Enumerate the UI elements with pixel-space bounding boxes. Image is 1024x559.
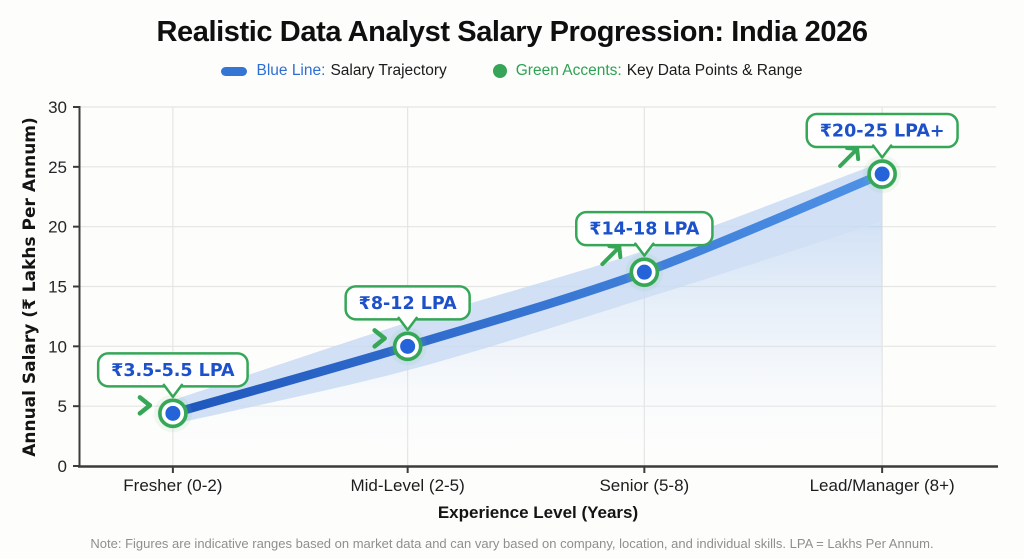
y-tick-label: 30 <box>48 98 67 117</box>
legend-item-blue-line: Blue Line: Salary Trajectory <box>221 62 447 80</box>
x-category-label: Fresher (0-2) <box>123 476 222 495</box>
callout-label: ₹8-12 LPA <box>359 294 457 314</box>
accent-arrow-icon <box>372 328 387 349</box>
salary-range-underglow <box>172 221 883 466</box>
callout-pointer <box>397 316 418 332</box>
x-axis-title: Experience Level (Years) <box>437 503 639 522</box>
callout-label: ₹20-25 LPA+ <box>820 122 945 142</box>
chevron-right-icon <box>372 328 387 349</box>
y-tick-label: 20 <box>48 218 67 237</box>
y-tick-label: 25 <box>48 158 67 177</box>
green-dot-swatch-icon <box>492 64 507 78</box>
y-tick-label: 15 <box>48 278 67 297</box>
legend-green-label: Green Accents: <box>515 62 622 79</box>
chevron-right-icon <box>137 395 153 416</box>
data-point-marker <box>625 253 664 292</box>
marker-dot <box>165 405 181 421</box>
data-point-marker <box>863 155 902 194</box>
legend-blue-label: Blue Line: <box>256 62 326 79</box>
callout-bubble: ₹20-25 LPA+ <box>805 112 959 159</box>
callout-bubble: ₹14-18 LPA <box>575 210 714 257</box>
page-title: Realistic Data Analyst Salary Progressio… <box>156 16 868 48</box>
salary-trajectory-line <box>168 169 887 418</box>
legend-blue-text: Salary Trajectory <box>330 62 447 79</box>
chart-legend: Blue Line: Salary Trajectory Green Accen… <box>0 62 1024 80</box>
callout-label: ₹14-18 LPA <box>589 220 700 240</box>
marker-dot <box>636 264 652 280</box>
x-category-label: Senior (5-8) <box>599 476 689 495</box>
y-tick-label: 5 <box>58 397 67 416</box>
x-category-label: Mid-Level (2-5) <box>350 476 464 495</box>
callout-pointer <box>162 383 184 399</box>
axes <box>73 106 998 473</box>
marker-dot <box>874 166 890 182</box>
y-axis-title: Annual Salary (₹ Lakhs Per Annum) <box>20 117 40 457</box>
y-tick-label: 0 <box>58 457 67 476</box>
footnote: Note: Figures are indicative ranges base… <box>90 536 934 551</box>
callout-pointer <box>871 144 893 159</box>
arrow-up-right-icon <box>838 146 861 169</box>
accent-arrow-icon <box>838 146 861 169</box>
y-tick-label: 10 <box>48 337 67 356</box>
accent-arrow-icon <box>137 395 153 416</box>
callout-pointer <box>634 242 655 257</box>
blue-line-swatch-icon <box>221 66 248 76</box>
legend-green-text: Key Data Points & Range <box>626 62 803 79</box>
callout-label: ₹3.5-5.5 LPA <box>111 361 235 381</box>
callout-bubble: ₹8-12 LPA <box>344 285 471 332</box>
data-point-marker <box>388 327 427 366</box>
x-category-label: Lead/Manager (8+) <box>810 476 955 495</box>
callout-bubble: ₹3.5-5.5 LPA <box>96 352 249 399</box>
data-point-marker <box>153 394 192 433</box>
marker-dot <box>400 338 416 354</box>
legend-item-green-accents: Green Accents: Key Data Points & Range <box>492 62 803 80</box>
